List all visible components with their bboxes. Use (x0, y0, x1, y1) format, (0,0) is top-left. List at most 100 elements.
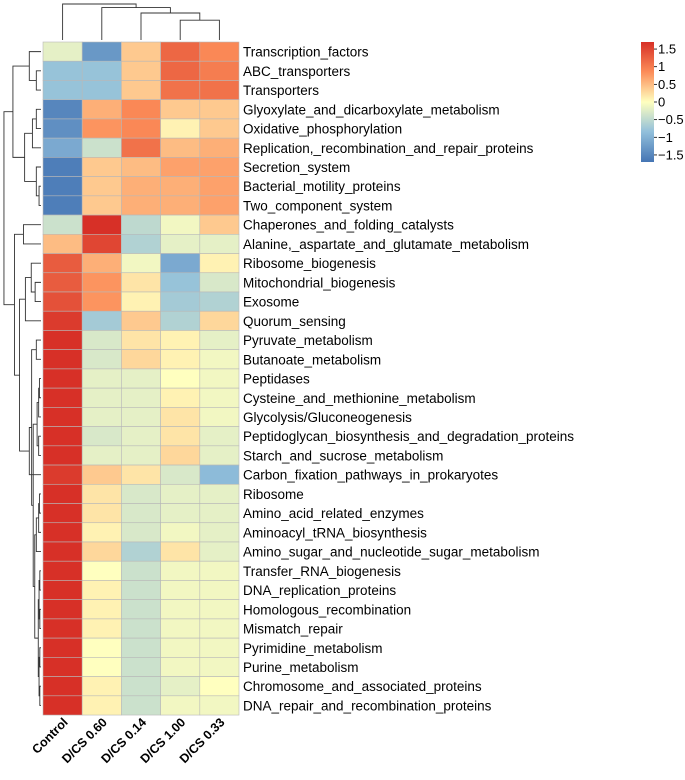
heatmap-cell (121, 310, 161, 331)
row-label: Pyrimidine_metabolism (243, 641, 383, 656)
heatmap-cell (42, 657, 83, 677)
heatmap-cell (81, 599, 122, 620)
heatmap-cell (42, 445, 83, 466)
heatmap-cell (160, 330, 201, 350)
heatmap-cell (42, 291, 83, 312)
row-label: Transcription_factors (243, 45, 369, 60)
row-label: Purine_metabolism (243, 660, 359, 675)
heatmap-cell (81, 541, 122, 562)
heatmap-cell (81, 99, 122, 120)
heatmap-cell (121, 580, 161, 600)
row-label: Glycolysis/Gluconeogenesis (243, 410, 412, 425)
row-label: Chaperones_and_folding_catalysts (243, 218, 454, 233)
row-label: Transfer_RNA_biogenesis (243, 564, 401, 579)
heatmap-cell (121, 349, 161, 370)
dendrogram-branch (140, 12, 201, 40)
row-label: Carbon_fixation_pathways_in_prokaryotes (243, 468, 498, 483)
heatmap-cell (42, 195, 83, 216)
row-label: Pyruvate_metabolism (243, 333, 373, 348)
heatmap-cell (121, 426, 161, 447)
heatmap-cell (121, 137, 161, 158)
heatmap-cell (42, 407, 83, 427)
dendrogram-branch (31, 349, 37, 506)
heatmap-cell (42, 695, 83, 716)
dendrogram-branch (179, 19, 220, 40)
heatmap-cell (81, 195, 122, 216)
heatmap-cell (121, 522, 161, 543)
heatmap-cell (160, 368, 201, 389)
heatmap-cell (160, 676, 201, 697)
heatmap-cell (160, 214, 201, 235)
heatmap-cell (160, 541, 201, 562)
dendrogram-branch (35, 108, 41, 129)
row-label: Replication,_recombination_and_repair_pr… (243, 141, 534, 156)
heatmap-cell (42, 310, 83, 331)
dendrogram-branch (23, 224, 41, 245)
row-label: Homologous_recombination (243, 602, 411, 617)
heatmap-cell (160, 483, 201, 504)
row-label: ABC_transporters (243, 64, 351, 79)
heatmap-cell (121, 407, 161, 427)
heatmap-cell (42, 599, 83, 620)
heatmap-cell (121, 272, 161, 293)
heatmap-cell (81, 483, 122, 504)
heatmap-cell (42, 99, 83, 120)
heatmap-cell (81, 330, 122, 350)
heatmap-cell (81, 60, 122, 81)
heatmap-cell (199, 560, 240, 581)
row-label: Cysteine_and_methionine_metabolism (243, 391, 476, 406)
heatmap-cell (121, 503, 161, 524)
heatmap-cell (199, 387, 240, 408)
row-label: Chromosome_and_associated_proteins (243, 679, 482, 694)
heatmap-cell (160, 580, 201, 600)
heatmap-cell (199, 464, 240, 485)
heatmap-cell (199, 637, 240, 658)
heatmap-cell (121, 483, 161, 504)
heatmap-cell (121, 291, 161, 312)
heatmap-cell (42, 426, 83, 447)
heatmap-cell (199, 41, 240, 62)
heatmap-cell (121, 41, 161, 62)
heatmap-cell (81, 253, 122, 274)
heatmap-cell (199, 137, 240, 158)
heatmap-cell (160, 426, 201, 447)
legend-tick-label: 0.5 (658, 77, 676, 92)
heatmap-cell (42, 176, 83, 197)
heatmap-cell (121, 618, 161, 639)
dendrogram-branch (38, 378, 41, 399)
heatmap-cell (42, 503, 83, 524)
heatmap-cell (81, 387, 122, 408)
heatmap-cell (121, 445, 161, 466)
heatmap-cell (81, 637, 122, 658)
row-label: Alanine,_aspartate_and_glutamate_metabol… (243, 237, 529, 252)
row-label: Two_component_system (243, 198, 392, 213)
heatmap-cell (160, 195, 201, 216)
row-label: DNA_repair_and_recombination_proteins (243, 698, 492, 713)
legend-tick-label: 0 (658, 95, 665, 110)
heatmap-cell (42, 118, 83, 139)
column-dendrogram (62, 3, 220, 40)
heatmap-cell (121, 464, 161, 485)
row-label: Aminoacyl_tRNA_biosynthesis (243, 525, 427, 540)
heatmap-cell (121, 560, 161, 581)
heatmap-cell (42, 387, 83, 408)
dendrogram-branch (35, 339, 41, 360)
heatmap-cell (42, 272, 83, 293)
heatmap-cell (160, 503, 201, 524)
heatmap-cell (81, 560, 122, 581)
legend-tick-label: 1 (658, 59, 665, 74)
heatmap-cell (81, 464, 122, 485)
heatmap-cell (199, 272, 240, 293)
heatmap-cell (42, 253, 83, 274)
heatmap-cell (42, 349, 83, 370)
heatmap-cell (199, 407, 240, 427)
heatmap-cell (42, 637, 83, 658)
heatmap-cell (81, 80, 122, 100)
heatmap-cell (81, 310, 122, 331)
dendrogram-branch (24, 132, 37, 182)
heatmap-cell (160, 464, 201, 485)
row-labels: Transcription_factors ABC_transporters Tra… (243, 45, 574, 714)
heatmap-cell (121, 214, 161, 235)
row-label: Ribosome (243, 487, 304, 502)
heatmap-cell (81, 522, 122, 543)
